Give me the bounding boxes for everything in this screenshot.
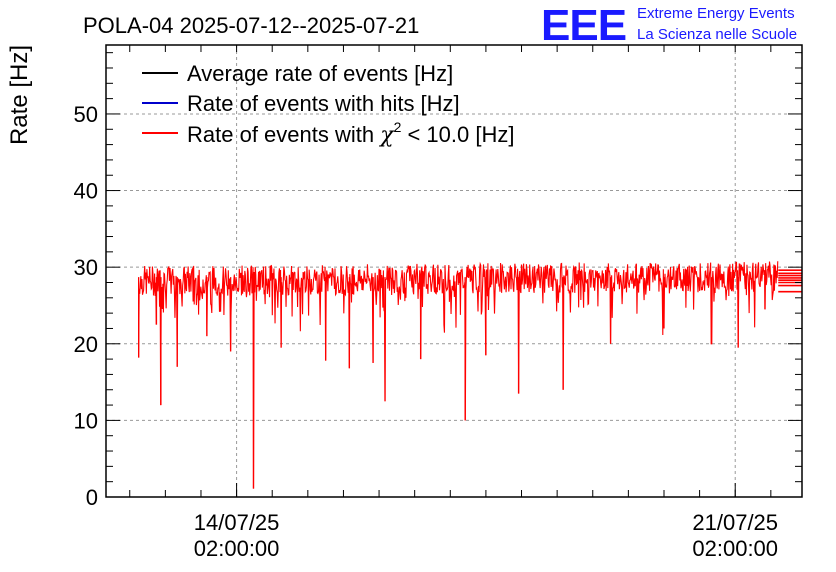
plot-border [105, 44, 803, 498]
chart-title: POLA-04 2025-07-12--2025-07-21 [83, 13, 419, 38]
series-chi2-trace [138, 261, 779, 489]
logo-line-1: Extreme Energy Events [637, 5, 795, 22]
plot-frame [105, 44, 803, 498]
y-ticks: 0 10 20 30 40 50 [74, 52, 802, 510]
series-chi2 [137, 261, 802, 489]
y-axis-label: Rate [Hz] [6, 45, 33, 145]
logo-line-2: La Scienza nelle Scuole [637, 26, 797, 43]
grid [106, 45, 802, 497]
legend-chi2-prefix: Rate of events with [187, 122, 380, 147]
y-tick-label-30: 30 [74, 255, 98, 280]
legend-label-average: Average rate of events [Hz] [187, 61, 453, 86]
x-tick-date-1: 21/07/25 [692, 510, 778, 535]
y-tick-label-20: 20 [74, 332, 98, 357]
y-tick-label-50: 50 [74, 102, 98, 127]
y-tick-label-10: 10 [74, 408, 98, 433]
legend: Average rate of events [Hz] Rate of even… [142, 61, 514, 148]
eee-logo-icon: EEE [541, 1, 626, 50]
legend-chi2-sup: 2 [394, 119, 402, 135]
y-tick-label-0: 0 [86, 485, 98, 510]
legend-chi2-suffix: < 10.0 [Hz] [401, 122, 514, 147]
legend-label-chi2: Rate of events with χ2 < 10.0 [Hz] [187, 119, 514, 148]
y-tick-label-40: 40 [74, 179, 98, 204]
x-tick-time-1: 02:00:00 [692, 536, 778, 561]
legend-chi2-symbol: χ [378, 123, 395, 148]
x-tick-time-0: 02:00:00 [194, 536, 280, 561]
legend-label-hits: Rate of events with hits [Hz] [187, 91, 460, 116]
x-tick-date-0: 14/07/25 [194, 510, 280, 535]
